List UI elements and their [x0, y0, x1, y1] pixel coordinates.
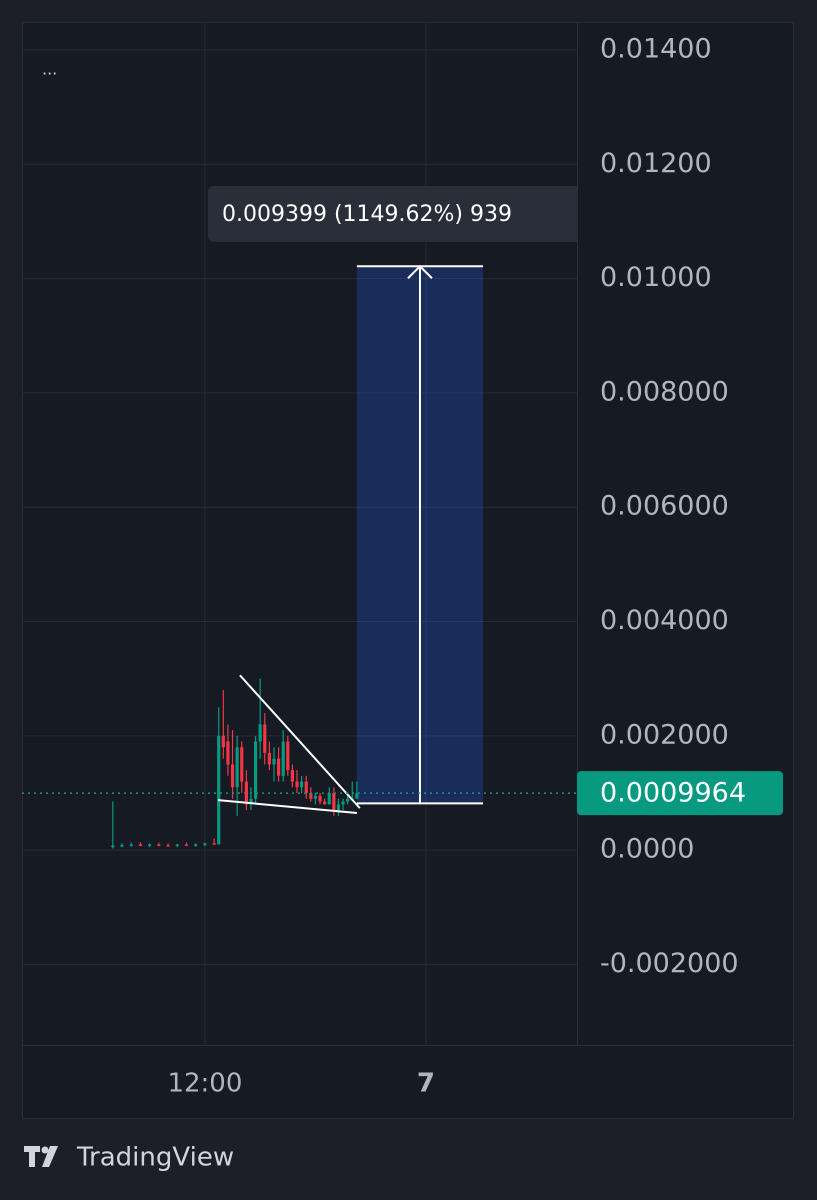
- candle-body: [263, 724, 267, 753]
- candle-body: [286, 741, 290, 771]
- y-tick-label: 0.01400: [600, 34, 712, 65]
- candle-body: [327, 792, 331, 805]
- candle-body: [203, 843, 207, 845]
- brand-logo: [24, 1146, 58, 1167]
- candle-body: [240, 747, 244, 782]
- measure-arrowhead: [407, 264, 433, 279]
- candle-body: [184, 844, 189, 846]
- measure-label-box: [208, 186, 577, 242]
- candle-body: [313, 795, 318, 799]
- candle-body: [295, 781, 299, 788]
- candle-body: [346, 798, 350, 802]
- candle-body: [111, 845, 115, 848]
- candle-body: [194, 844, 198, 846]
- last-price-label: 0.0009964: [600, 778, 746, 809]
- x-tick-label: 12:00: [167, 1069, 242, 1099]
- menu-dots[interactable]: ...: [42, 60, 57, 79]
- candle-body: [120, 844, 124, 847]
- candle-body: [226, 741, 230, 765]
- y-tick-label: 0.008000: [600, 376, 729, 407]
- candle-body: [309, 792, 313, 799]
- candle-body: [304, 781, 308, 793]
- candle-body: [230, 764, 235, 788]
- candle-body: [332, 792, 336, 811]
- trend-line: [239, 674, 361, 809]
- candle-body: [235, 747, 239, 788]
- candle-body: [129, 844, 133, 846]
- candle-body: [249, 798, 253, 805]
- candle-body: [272, 758, 276, 765]
- brand-name: TradingView: [76, 1143, 234, 1173]
- candle-body: [212, 843, 216, 845]
- candle-body: [217, 735, 221, 845]
- y-tick-label: 0.004000: [600, 605, 729, 636]
- candle-body: [267, 752, 271, 765]
- y-tick-label: 0.01200: [600, 148, 712, 179]
- trend-line: [217, 799, 357, 814]
- candle-body: [253, 741, 258, 799]
- candle-body: [290, 770, 295, 782]
- candle-body: [166, 844, 170, 847]
- candle-body: [341, 801, 345, 805]
- y-tick-label: 0.0000: [600, 834, 694, 865]
- candle-body: [138, 844, 143, 846]
- candle-body: [300, 781, 304, 788]
- candle-body: [281, 741, 285, 776]
- y-tick-label: 0.002000: [600, 719, 729, 750]
- candle-body: [336, 804, 341, 811]
- candle-body: [318, 795, 322, 802]
- y-tick-label: -0.002000: [600, 948, 739, 979]
- last-price-box: [577, 771, 783, 816]
- candle-body: [258, 724, 262, 742]
- measure-label: 0.009399 (1149.62%) 939: [222, 202, 512, 227]
- candle-body: [323, 801, 327, 805]
- candle-body: [221, 735, 225, 748]
- y-tick-label: 0.006000: [600, 491, 729, 522]
- candle-body: [148, 844, 152, 846]
- candle-body: [276, 758, 281, 776]
- candle-body: [355, 793, 359, 799]
- candle-body: [175, 844, 179, 846]
- candle-body: [244, 781, 248, 805]
- y-tick-label: 0.01000: [600, 262, 712, 293]
- x-tick-label: 7: [417, 1069, 435, 1099]
- candle-body: [157, 844, 161, 846]
